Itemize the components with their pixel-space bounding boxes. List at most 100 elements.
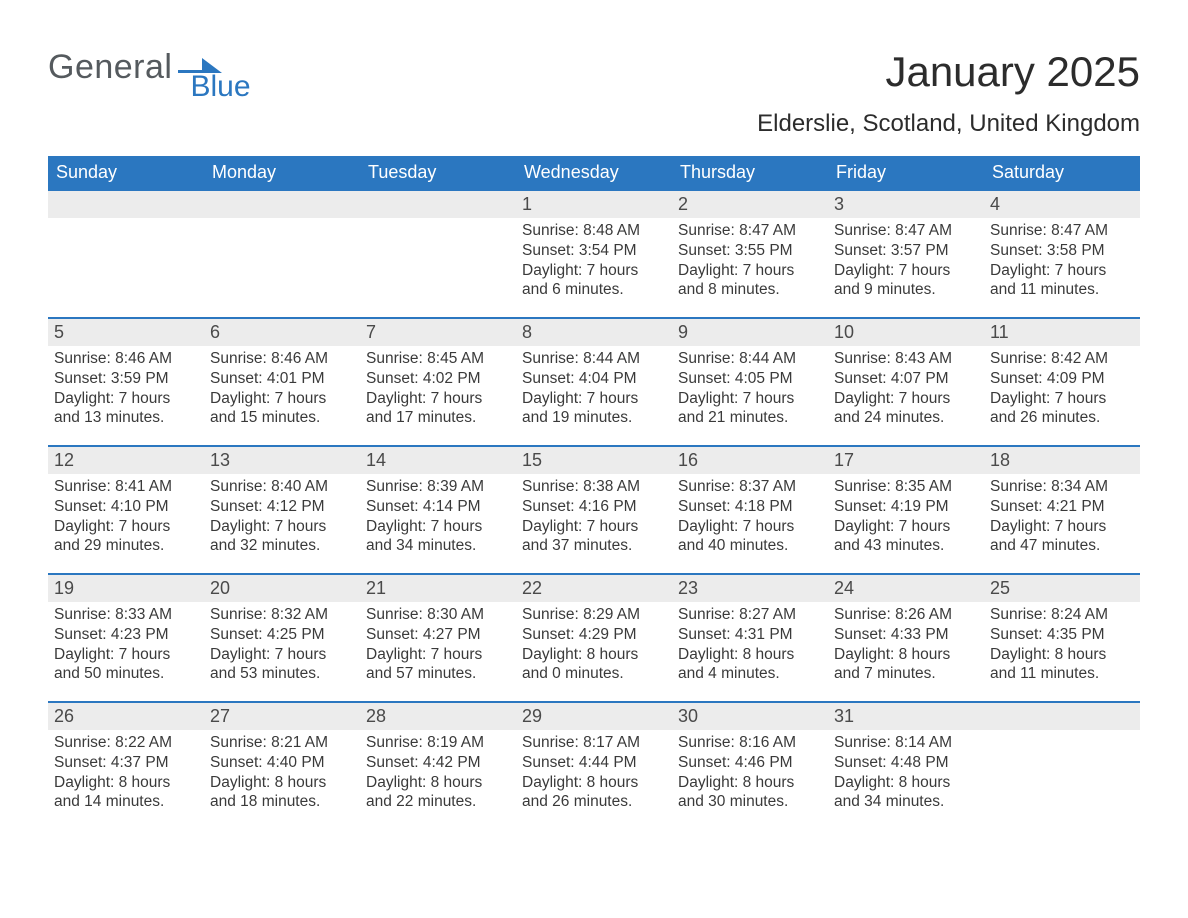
- day-details: Sunrise: 8:46 AMSunset: 4:01 PMDaylight:…: [204, 346, 360, 428]
- sunset-line: Sunset: 4:05 PM: [678, 369, 822, 389]
- day-details: Sunrise: 8:38 AMSunset: 4:16 PMDaylight:…: [516, 474, 672, 556]
- calendar-grid: SundayMondayTuesdayWednesdayThursdayFrid…: [48, 156, 1140, 829]
- day-details: Sunrise: 8:43 AMSunset: 4:07 PMDaylight:…: [828, 346, 984, 428]
- day-details: Sunrise: 8:45 AMSunset: 4:02 PMDaylight:…: [360, 346, 516, 428]
- daylight-line: Daylight: 8 hours and 22 minutes.: [366, 773, 510, 813]
- daylight-line: Daylight: 8 hours and 7 minutes.: [834, 645, 978, 685]
- day-cell: 31Sunrise: 8:14 AMSunset: 4:48 PMDayligh…: [828, 701, 984, 829]
- sunset-line: Sunset: 4:02 PM: [366, 369, 510, 389]
- dow-header: Friday: [828, 156, 984, 189]
- daylight-line: Daylight: 7 hours and 57 minutes.: [366, 645, 510, 685]
- dow-header: Thursday: [672, 156, 828, 189]
- sunset-line: Sunset: 4:23 PM: [54, 625, 198, 645]
- sunrise-line: Sunrise: 8:30 AM: [366, 605, 510, 625]
- day-number: 13: [204, 447, 360, 474]
- daynum-row-empty: [48, 191, 204, 218]
- day-cell: 30Sunrise: 8:16 AMSunset: 4:46 PMDayligh…: [672, 701, 828, 829]
- day-cell: 12Sunrise: 8:41 AMSunset: 4:10 PMDayligh…: [48, 445, 204, 573]
- sunset-line: Sunset: 4:09 PM: [990, 369, 1134, 389]
- sunset-line: Sunset: 3:58 PM: [990, 241, 1134, 261]
- sunrise-line: Sunrise: 8:41 AM: [54, 477, 198, 497]
- sunset-line: Sunset: 4:40 PM: [210, 753, 354, 773]
- daylight-line: Daylight: 7 hours and 6 minutes.: [522, 261, 666, 301]
- sunset-line: Sunset: 3:54 PM: [522, 241, 666, 261]
- day-number: 4: [984, 191, 1140, 218]
- sunset-line: Sunset: 4:18 PM: [678, 497, 822, 517]
- sunrise-line: Sunrise: 8:37 AM: [678, 477, 822, 497]
- day-number: 1: [516, 191, 672, 218]
- sunset-line: Sunset: 4:44 PM: [522, 753, 666, 773]
- day-details: Sunrise: 8:32 AMSunset: 4:25 PMDaylight:…: [204, 602, 360, 684]
- day-cell: 19Sunrise: 8:33 AMSunset: 4:23 PMDayligh…: [48, 573, 204, 701]
- daylight-line: Daylight: 7 hours and 15 minutes.: [210, 389, 354, 429]
- dow-header: Tuesday: [360, 156, 516, 189]
- day-details: Sunrise: 8:44 AMSunset: 4:05 PMDaylight:…: [672, 346, 828, 428]
- dow-header: Saturday: [984, 156, 1140, 189]
- day-details: Sunrise: 8:17 AMSunset: 4:44 PMDaylight:…: [516, 730, 672, 812]
- day-number: 20: [204, 575, 360, 602]
- day-details: Sunrise: 8:14 AMSunset: 4:48 PMDaylight:…: [828, 730, 984, 812]
- day-cell: 22Sunrise: 8:29 AMSunset: 4:29 PMDayligh…: [516, 573, 672, 701]
- day-cell: 1Sunrise: 8:48 AMSunset: 3:54 PMDaylight…: [516, 189, 672, 317]
- day-cell: 8Sunrise: 8:44 AMSunset: 4:04 PMDaylight…: [516, 317, 672, 445]
- sunset-line: Sunset: 4:19 PM: [834, 497, 978, 517]
- daylight-line: Daylight: 7 hours and 47 minutes.: [990, 517, 1134, 557]
- sunset-line: Sunset: 4:48 PM: [834, 753, 978, 773]
- dow-header: Monday: [204, 156, 360, 189]
- day-cell: 29Sunrise: 8:17 AMSunset: 4:44 PMDayligh…: [516, 701, 672, 829]
- sunrise-line: Sunrise: 8:45 AM: [366, 349, 510, 369]
- sunset-line: Sunset: 4:01 PM: [210, 369, 354, 389]
- day-number: 2: [672, 191, 828, 218]
- sunrise-line: Sunrise: 8:40 AM: [210, 477, 354, 497]
- daylight-line: Daylight: 7 hours and 13 minutes.: [54, 389, 198, 429]
- day-cell: 28Sunrise: 8:19 AMSunset: 4:42 PMDayligh…: [360, 701, 516, 829]
- sunset-line: Sunset: 4:29 PM: [522, 625, 666, 645]
- daylight-line: Daylight: 7 hours and 17 minutes.: [366, 389, 510, 429]
- daynum-row-empty: [204, 191, 360, 218]
- logo-word-general: General: [48, 48, 172, 87]
- day-details: Sunrise: 8:47 AMSunset: 3:57 PMDaylight:…: [828, 218, 984, 300]
- sunset-line: Sunset: 3:55 PM: [678, 241, 822, 261]
- sunrise-line: Sunrise: 8:26 AM: [834, 605, 978, 625]
- location-subtitle: Elderslie, Scotland, United Kingdom: [757, 110, 1140, 138]
- daylight-line: Daylight: 8 hours and 14 minutes.: [54, 773, 198, 813]
- day-details: Sunrise: 8:33 AMSunset: 4:23 PMDaylight:…: [48, 602, 204, 684]
- day-cell: 15Sunrise: 8:38 AMSunset: 4:16 PMDayligh…: [516, 445, 672, 573]
- day-cell: 4Sunrise: 8:47 AMSunset: 3:58 PMDaylight…: [984, 189, 1140, 317]
- header: General Blue January 2025 Elderslie, Sco…: [48, 48, 1140, 138]
- daylight-line: Daylight: 7 hours and 19 minutes.: [522, 389, 666, 429]
- daylight-line: Daylight: 7 hours and 11 minutes.: [990, 261, 1134, 301]
- sunrise-line: Sunrise: 8:46 AM: [54, 349, 198, 369]
- sunrise-line: Sunrise: 8:44 AM: [522, 349, 666, 369]
- day-cell: 18Sunrise: 8:34 AMSunset: 4:21 PMDayligh…: [984, 445, 1140, 573]
- sunset-line: Sunset: 4:37 PM: [54, 753, 198, 773]
- sunrise-line: Sunrise: 8:24 AM: [990, 605, 1134, 625]
- sunrise-line: Sunrise: 8:27 AM: [678, 605, 822, 625]
- daylight-line: Daylight: 7 hours and 21 minutes.: [678, 389, 822, 429]
- day-number: 12: [48, 447, 204, 474]
- day-cell: 25Sunrise: 8:24 AMSunset: 4:35 PMDayligh…: [984, 573, 1140, 701]
- sunrise-line: Sunrise: 8:44 AM: [678, 349, 822, 369]
- daylight-line: Daylight: 7 hours and 32 minutes.: [210, 517, 354, 557]
- day-number: 16: [672, 447, 828, 474]
- day-number: 3: [828, 191, 984, 218]
- daylight-line: Daylight: 8 hours and 0 minutes.: [522, 645, 666, 685]
- sunrise-line: Sunrise: 8:43 AM: [834, 349, 978, 369]
- sunrise-line: Sunrise: 8:33 AM: [54, 605, 198, 625]
- sunset-line: Sunset: 4:07 PM: [834, 369, 978, 389]
- sunrise-line: Sunrise: 8:46 AM: [210, 349, 354, 369]
- day-cell: 13Sunrise: 8:40 AMSunset: 4:12 PMDayligh…: [204, 445, 360, 573]
- daylight-line: Daylight: 8 hours and 34 minutes.: [834, 773, 978, 813]
- day-number: 23: [672, 575, 828, 602]
- day-number: 15: [516, 447, 672, 474]
- sunset-line: Sunset: 4:33 PM: [834, 625, 978, 645]
- day-details: Sunrise: 8:35 AMSunset: 4:19 PMDaylight:…: [828, 474, 984, 556]
- sunset-line: Sunset: 4:35 PM: [990, 625, 1134, 645]
- day-details: Sunrise: 8:21 AMSunset: 4:40 PMDaylight:…: [204, 730, 360, 812]
- daylight-line: Daylight: 7 hours and 34 minutes.: [366, 517, 510, 557]
- day-number: 25: [984, 575, 1140, 602]
- sunset-line: Sunset: 4:10 PM: [54, 497, 198, 517]
- day-number: 9: [672, 319, 828, 346]
- day-details: Sunrise: 8:47 AMSunset: 3:55 PMDaylight:…: [672, 218, 828, 300]
- day-cell: 6Sunrise: 8:46 AMSunset: 4:01 PMDaylight…: [204, 317, 360, 445]
